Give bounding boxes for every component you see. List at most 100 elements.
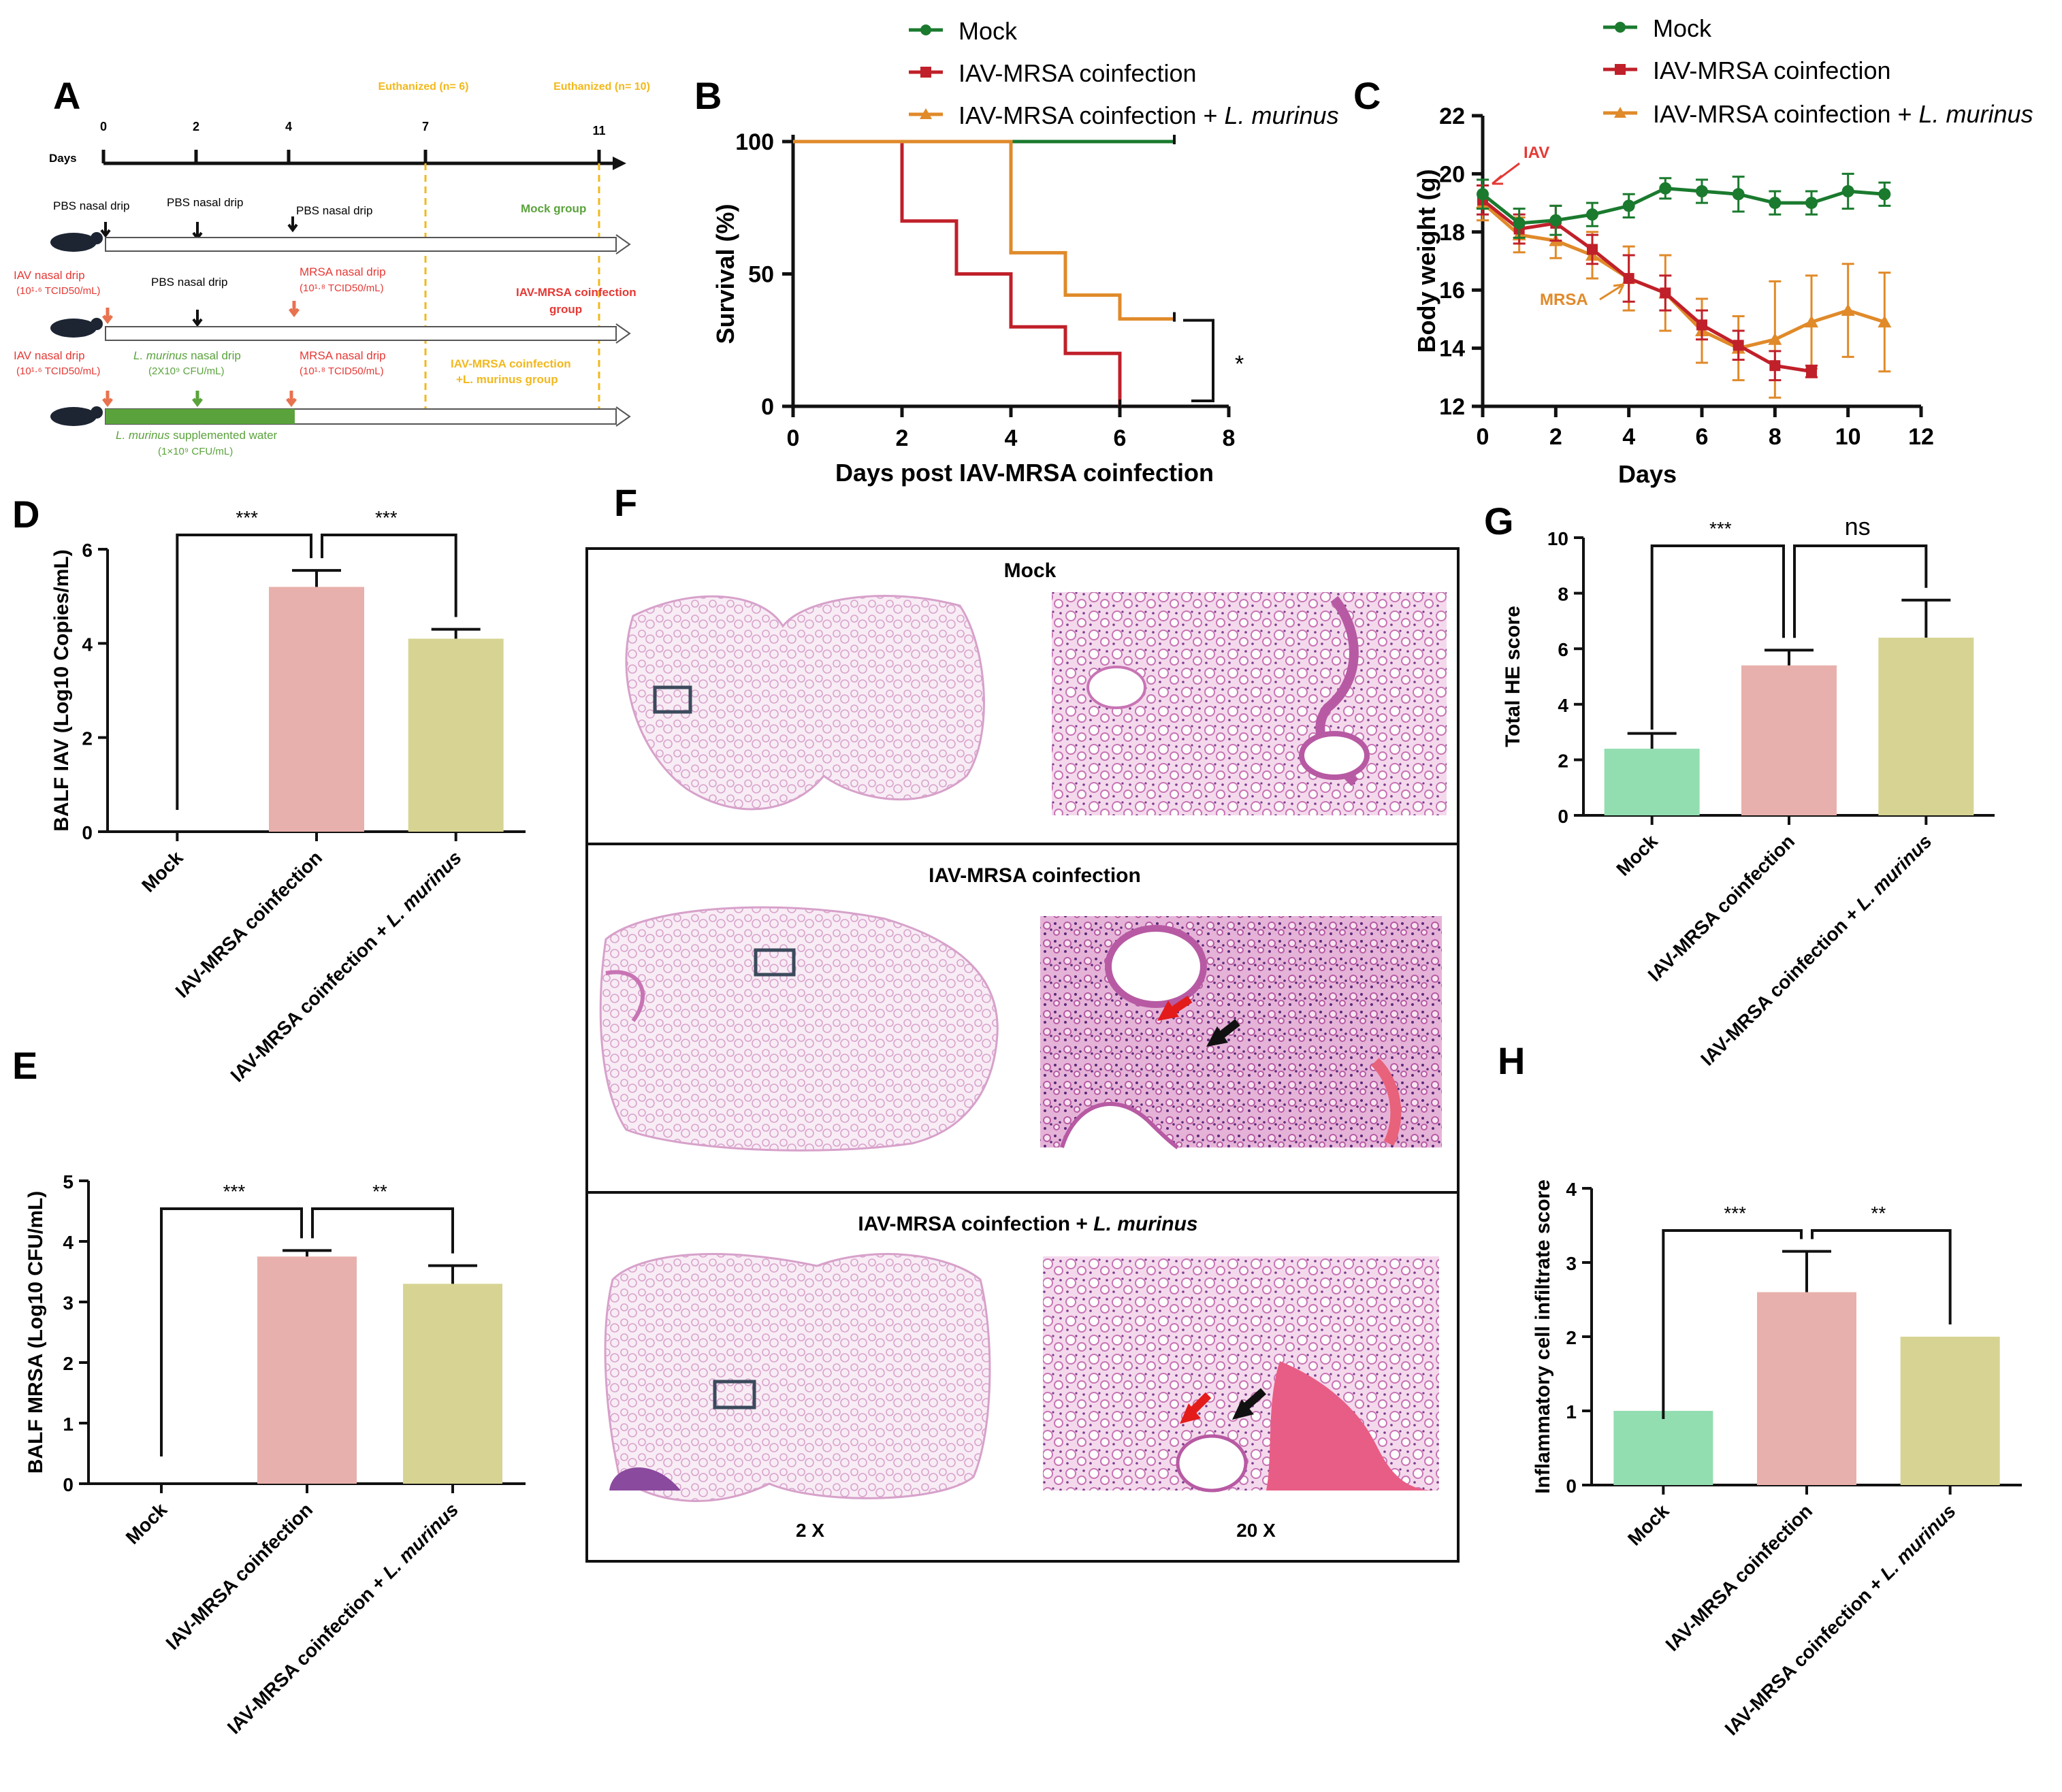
y-tick-label: 8 [1558, 584, 1568, 605]
weight-line-0 [1481, 186, 1885, 225]
histology-lmur-2x [604, 1253, 991, 1502]
mock-pbs-2: PBS nasal drip [167, 196, 243, 209]
panel-e-label: E [12, 1044, 37, 1087]
mock-pbs-3: PBS nasal drip [296, 204, 372, 217]
coinf-iav-label: IAV nasal drip [14, 269, 85, 282]
airspace-structure [1086, 666, 1146, 709]
legend-label-lmur: IAV-MRSA coinfection + L. murinus [1653, 100, 2033, 128]
airspace-structure [1060, 1102, 1179, 1150]
black-arrow-head-icon [1232, 1399, 1254, 1420]
panel-c-label: C [1353, 74, 1381, 117]
histology-coinf-20x [1040, 916, 1442, 1150]
data-point [1806, 365, 1817, 377]
weight-line-1 [1481, 198, 1812, 374]
significance-label: ** [1871, 1203, 1886, 1224]
x-tick-label: IAV-MRSA coinfection [1644, 830, 1799, 985]
x-tick-label: Mock [1624, 1500, 1673, 1550]
histology-lmur-20x [1043, 1256, 1439, 1493]
coinf-treatment-bar [105, 326, 617, 341]
tissue-fragment [609, 1467, 681, 1490]
y-tick-label: 3 [63, 1292, 74, 1314]
y-tick-label: 2 [1558, 750, 1568, 771]
significance-label: * [1235, 351, 1244, 377]
data-point [1513, 216, 1526, 229]
significance-bracket [1183, 319, 1214, 402]
significance-label: ns [1845, 512, 1871, 540]
mrsa-annotation: MRSA [1540, 291, 1588, 309]
mock-bar-arrowhead [615, 234, 631, 255]
data-point [1549, 214, 1562, 227]
coinf-arrow-day4 [289, 301, 300, 318]
tick-day-11: 11 [592, 124, 605, 137]
timeline-arrowhead [613, 157, 626, 170]
significance-bracket [1650, 544, 1785, 730]
bar-1 [1757, 1292, 1856, 1485]
legend-marker-mock [1615, 22, 1626, 33]
x-tick-label: 2 [1549, 424, 1562, 450]
y-tick-label: 16 [1439, 278, 1465, 304]
data-point [1696, 319, 1707, 331]
data-point [1587, 244, 1598, 255]
lm-bar-arrowhead [615, 406, 631, 427]
x-tick-label: IAV-MRSA coinfection + L. murinus [223, 1499, 462, 1738]
legend-marker-coinf [1615, 64, 1626, 75]
lung-section-image [625, 595, 985, 811]
significance-label: *** [375, 507, 398, 528]
euthanized-day7: Euthanized (n= 6) [378, 81, 469, 93]
bar-1 [257, 1256, 357, 1484]
y-tick-label: 2 [82, 728, 93, 749]
legend-b: Mock IAV-MRSA coinfection IAV-MRSA coinf… [909, 17, 1339, 129]
bronchiole-structure [1299, 731, 1370, 780]
lm-group-label-2: +L. murinus group [456, 373, 558, 386]
coinf-mrsa-label: MRSA nasal drip [300, 265, 386, 278]
significance-bracket [160, 1207, 303, 1456]
x-tick-label: Mock [122, 1499, 172, 1548]
bar-0 [1604, 749, 1700, 815]
lm-arrow-day2 [192, 391, 203, 408]
legend-label-coinf: IAV-MRSA coinfection [1653, 56, 1891, 84]
x-tick-label: 12 [1908, 424, 1934, 450]
y-axis-title: Inflammatory cell infiltrate score [1532, 1179, 1554, 1494]
significance-bracket [176, 534, 312, 810]
lm-mrsa-dose: (10¹·⁸ TCID50/mL) [300, 365, 384, 377]
histology-mock-2x [625, 595, 985, 811]
legend-label-mock: Mock [958, 17, 1018, 45]
data-point [1477, 188, 1489, 201]
x-tick-label: 8 [1769, 424, 1782, 450]
y-tick-label: 0 [1566, 1476, 1577, 1497]
legend-marker-mock [920, 25, 931, 35]
histology-row-title-lmur: IAV-MRSA coinfection + L. murinus [858, 1213, 1197, 1235]
y-tick-label: 0 [63, 1474, 74, 1495]
iav-arrow-icon [1492, 162, 1520, 185]
legend-marker-coinf [920, 67, 931, 78]
zoom-region-box [653, 685, 692, 714]
coinf-pbs-label: PBS nasal drip [151, 276, 227, 289]
mouse-head-icon [91, 406, 103, 419]
lm-supplemented-water-bar [106, 409, 295, 424]
bar-1 [1741, 665, 1837, 815]
panel-g-label: G [1484, 500, 1514, 542]
y-axis-title: Survival (%) [711, 203, 739, 344]
data-point [1841, 304, 1855, 316]
mock-arrow-day0 [100, 222, 111, 238]
coinf-bar-arrowhead [615, 323, 631, 344]
mock-group-label: Mock group [521, 202, 586, 215]
significance-bracket [311, 1207, 454, 1254]
y-tick-label: 4 [63, 1232, 74, 1253]
days-label: Days [49, 152, 77, 165]
data-point [1659, 182, 1672, 195]
x-tick-label: IAV-MRSA coinfection + L. murinus [227, 847, 466, 1086]
y-tick-label: 4 [82, 634, 93, 655]
euthanized-day11: Euthanized (n= 10) [553, 81, 650, 93]
timeline-ticks: 0 2 4 7 11 [100, 120, 606, 163]
x-tick-label: Mock [1612, 830, 1662, 880]
hemorrhage-region [1266, 1361, 1436, 1490]
panel-b: B Mock IAV-MRSA coinfection IAV-MRSA coi… [694, 17, 1339, 487]
y-tick-label: 5 [63, 1171, 74, 1192]
mock-arrow-day2 [192, 222, 203, 241]
lm-water-dose: (1×10⁹ CFU/mL) [158, 446, 233, 457]
mrsa-arrow-icon [1599, 283, 1625, 301]
